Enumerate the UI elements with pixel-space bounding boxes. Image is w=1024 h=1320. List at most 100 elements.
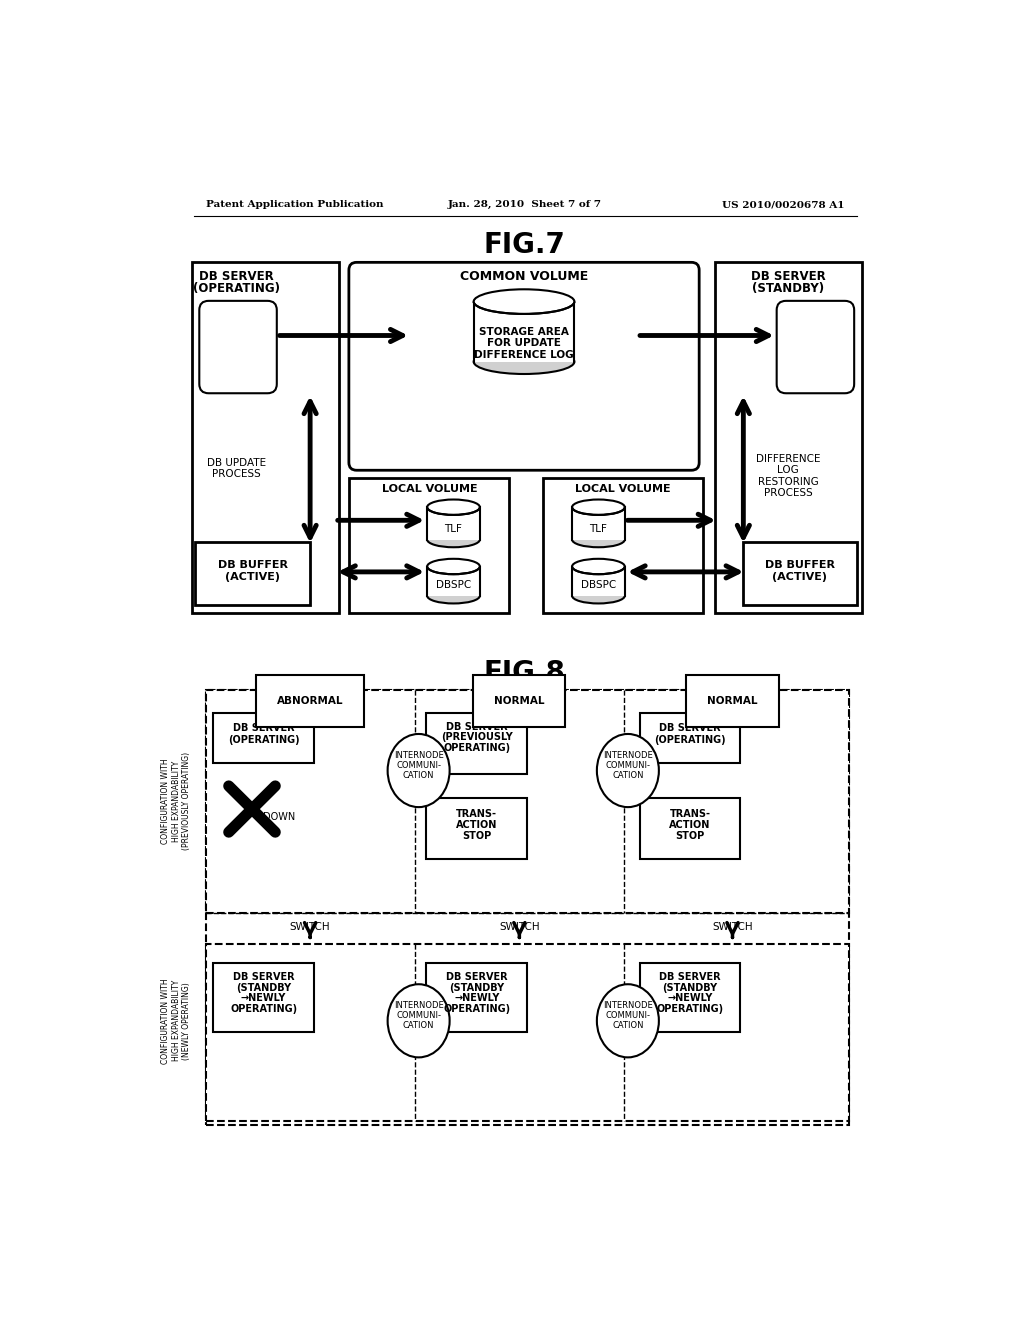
- Text: DIFFERENCE: DIFFERENCE: [756, 454, 820, 463]
- Text: Jan. 28, 2010  Sheet 7 of 7: Jan. 28, 2010 Sheet 7 of 7: [447, 201, 602, 209]
- Text: (STANDBY: (STANDBY: [663, 982, 718, 993]
- Ellipse shape: [388, 985, 450, 1057]
- Bar: [213, 964, 314, 1032]
- Ellipse shape: [427, 558, 480, 574]
- Text: OPERATING): OPERATING): [656, 1005, 723, 1014]
- Text: DB SERVER: DB SERVER: [232, 723, 295, 733]
- Text: →NEWLY: →NEWLY: [241, 994, 287, 1003]
- Text: FOR UPDATE: FOR UPDATE: [487, 338, 561, 348]
- Text: NORMAL: NORMAL: [495, 696, 545, 706]
- Ellipse shape: [427, 589, 480, 603]
- Ellipse shape: [597, 734, 658, 807]
- Ellipse shape: [388, 734, 450, 807]
- Text: OPERATING): OPERATING): [230, 1005, 297, 1014]
- Text: INTERNODE: INTERNODE: [394, 751, 443, 759]
- Text: STOP: STOP: [675, 832, 705, 841]
- Text: US 2010/0020678 A1: US 2010/0020678 A1: [722, 201, 844, 209]
- Text: COMMUNI-: COMMUNI-: [396, 760, 441, 770]
- Text: RESTORING: RESTORING: [758, 477, 818, 487]
- Bar: [206, 689, 849, 1125]
- Bar: [206, 689, 849, 913]
- Text: STOP: STOP: [462, 832, 492, 841]
- Text: TRANS-: TRANS-: [457, 809, 498, 820]
- Bar: [196, 541, 310, 605]
- Text: OPERATING): OPERATING): [443, 1005, 510, 1014]
- Text: COMMUNI-: COMMUNI-: [396, 1011, 441, 1020]
- Bar: [426, 964, 527, 1032]
- Text: CATION: CATION: [612, 1020, 644, 1030]
- Text: COMMON VOLUME: COMMON VOLUME: [460, 269, 588, 282]
- Text: SWITCH: SWITCH: [712, 921, 753, 932]
- Text: CATION: CATION: [402, 1020, 434, 1030]
- Bar: [191, 263, 339, 612]
- Ellipse shape: [427, 499, 480, 515]
- Text: DB BUFFER: DB BUFFER: [218, 560, 288, 570]
- Text: SWITCH: SWITCH: [499, 921, 540, 932]
- Text: DB SERVER: DB SERVER: [199, 269, 273, 282]
- Text: TLF: TLF: [590, 524, 607, 533]
- Text: (OPERATING): (OPERATING): [193, 282, 280, 296]
- Text: Patent Application Publication: Patent Application Publication: [206, 201, 383, 209]
- Text: DB SERVER: DB SERVER: [232, 972, 295, 982]
- Text: DB SERVER: DB SERVER: [659, 723, 721, 733]
- Text: SWITCH: SWITCH: [290, 921, 331, 932]
- Text: CONFIGURATION WITH
HIGH EXPANDABILITY
(PREVIOUSLY OPERATING): CONFIGURATION WITH HIGH EXPANDABILITY (P…: [161, 752, 190, 850]
- Text: DB SERVER: DB SERVER: [751, 269, 825, 282]
- Bar: [715, 263, 862, 612]
- Text: COMMUNI-: COMMUNI-: [605, 1011, 650, 1020]
- Text: DB UPDATE: DB UPDATE: [207, 458, 266, 467]
- Text: CATION: CATION: [612, 771, 644, 780]
- Bar: [426, 797, 527, 859]
- Text: STORAGE AREA: STORAGE AREA: [479, 326, 569, 337]
- Text: DB BUFFER: DB BUFFER: [765, 560, 835, 570]
- Text: DOWN: DOWN: [263, 812, 295, 822]
- Text: TLF: TLF: [444, 524, 463, 533]
- Bar: [213, 713, 314, 763]
- Text: DIFFERENCE LOG: DIFFERENCE LOG: [474, 350, 573, 360]
- Text: (PREVIOUSLY: (PREVIOUSLY: [441, 733, 513, 742]
- FancyBboxPatch shape: [200, 301, 276, 393]
- Text: FIG.7: FIG.7: [484, 231, 565, 259]
- Text: PROCESS: PROCESS: [212, 469, 261, 479]
- Text: →NEWLY: →NEWLY: [668, 994, 713, 1003]
- Ellipse shape: [572, 499, 625, 515]
- Text: ACTION: ACTION: [670, 820, 711, 830]
- Bar: [572, 507, 625, 540]
- Text: ABNORMAL: ABNORMAL: [276, 696, 343, 706]
- Bar: [474, 302, 574, 362]
- Text: INTERNODE: INTERNODE: [603, 1001, 652, 1010]
- Text: TRANS-: TRANS-: [670, 809, 711, 820]
- FancyBboxPatch shape: [349, 263, 699, 470]
- Text: CATION: CATION: [402, 771, 434, 780]
- Text: DB SERVER: DB SERVER: [445, 972, 508, 982]
- Bar: [742, 541, 857, 605]
- Text: (STANDBY: (STANDBY: [237, 982, 291, 993]
- Text: FIG.8: FIG.8: [484, 659, 565, 686]
- Text: (OPERATING): (OPERATING): [654, 735, 726, 744]
- Bar: [426, 713, 527, 775]
- Text: COMMUNI-: COMMUNI-: [605, 760, 650, 770]
- Bar: [349, 478, 509, 612]
- Text: (ACTIVE): (ACTIVE): [772, 573, 827, 582]
- Text: DB SERVER: DB SERVER: [445, 722, 508, 731]
- Ellipse shape: [572, 558, 625, 574]
- Bar: [640, 713, 740, 763]
- Text: ACTION: ACTION: [456, 820, 498, 830]
- Text: (ACTIVE): (ACTIVE): [225, 573, 281, 582]
- Text: DBSPC: DBSPC: [581, 579, 616, 590]
- Bar: [640, 797, 740, 859]
- Text: OPERATING): OPERATING): [443, 743, 510, 754]
- Text: LOCAL VOLUME: LOCAL VOLUME: [575, 483, 671, 494]
- FancyBboxPatch shape: [776, 301, 854, 393]
- Ellipse shape: [427, 532, 480, 548]
- Text: →NEWLY: →NEWLY: [454, 994, 500, 1003]
- Ellipse shape: [474, 350, 574, 374]
- Bar: [427, 566, 480, 595]
- Bar: [543, 478, 703, 612]
- Text: CONFIGURATION WITH
HIGH EXPANDABILITY
(NEWLY OPERATING): CONFIGURATION WITH HIGH EXPANDABILITY (N…: [161, 978, 190, 1064]
- Text: DB SERVER: DB SERVER: [659, 972, 721, 982]
- Bar: [640, 964, 740, 1032]
- Text: PROCESS: PROCESS: [764, 488, 813, 499]
- Text: DBSPC: DBSPC: [436, 579, 471, 590]
- Ellipse shape: [572, 589, 625, 603]
